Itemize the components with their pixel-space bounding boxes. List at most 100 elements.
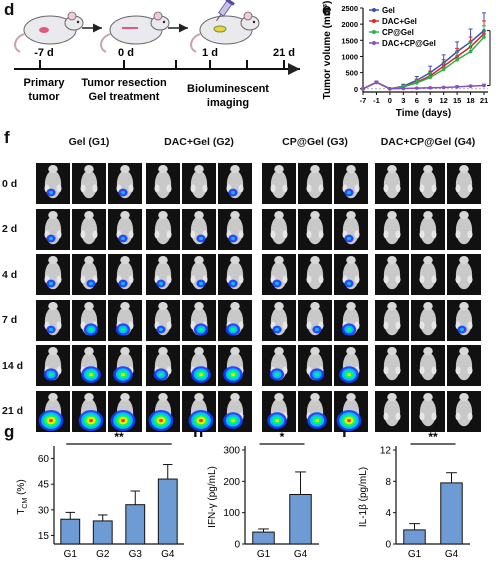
mouse-paw — [282, 275, 288, 284]
signal-blob — [231, 281, 235, 286]
day-label: 2 d — [2, 223, 18, 235]
mouse-silhouette-icon — [419, 256, 437, 290]
mouse-head — [230, 256, 240, 265]
mouse-paw — [56, 275, 62, 284]
mouse-body — [419, 397, 437, 426]
y-tick-label: 15 — [38, 531, 50, 542]
signal-blob — [159, 372, 163, 377]
mouse-image — [108, 254, 142, 295]
mouse-body — [383, 261, 401, 290]
panel-label-e: e — [322, 0, 332, 19]
mouse-paw — [80, 229, 86, 238]
mouse-silhouette-icon — [226, 165, 244, 199]
mouse-silhouette-icon — [306, 165, 324, 199]
mouse-head — [84, 347, 94, 356]
il1b-bar-chart: 0 4 8 12 G1 G4 ** IL-1β (pg/mL) — [358, 430, 470, 560]
signal-blob — [49, 418, 53, 422]
mouse-paw — [166, 275, 172, 284]
mouse-image — [146, 208, 180, 250]
mouse-paw — [455, 229, 461, 238]
mouse-image — [36, 345, 70, 386]
mouse-icon — [190, 11, 260, 53]
mouse-head — [387, 347, 397, 356]
mouse-head — [346, 347, 356, 356]
mouse-silhouette-icon — [383, 256, 401, 290]
mouse-image — [375, 254, 409, 295]
mouse-paw — [166, 229, 172, 238]
day-label: 4 d — [2, 268, 18, 281]
day-label: 0 d — [2, 177, 18, 190]
mouse-silhouette-icon — [341, 301, 360, 336]
mouse-paw — [467, 229, 473, 238]
x-tick-label: -7 — [360, 96, 367, 105]
mouse-icon — [100, 11, 170, 53]
mouse-body — [455, 261, 473, 290]
y-tick-label: 0 — [385, 540, 391, 551]
bar — [440, 482, 463, 545]
mouse-silhouette-icon — [154, 256, 172, 290]
signal-blob — [315, 418, 319, 422]
mouse-head — [158, 165, 168, 174]
mouse-image — [146, 163, 180, 204]
signal-blob — [275, 372, 279, 377]
mouse-paw — [80, 275, 86, 284]
panel-label-i: i — [342, 422, 347, 441]
mouse-silhouette-icon — [225, 301, 244, 336]
mouse-paw — [238, 229, 244, 238]
mouse-head — [346, 256, 356, 265]
y-tick-label: 8 — [385, 477, 391, 488]
mouse-image — [72, 208, 106, 250]
mouse-image — [72, 254, 106, 295]
mouse-silhouette-icon — [154, 165, 172, 199]
mouse-silhouette-icon — [383, 210, 401, 244]
mouse-image — [146, 390, 180, 432]
mouse-silhouette-icon — [336, 392, 362, 431]
signal-blob — [121, 418, 125, 422]
y-tick-label: 2500 — [341, 4, 358, 13]
mouse-silhouette-icon — [148, 392, 174, 431]
mouse-head — [274, 347, 284, 356]
mouse-paw — [383, 184, 389, 193]
mouse-silhouette-icon — [383, 301, 401, 335]
mouse-body — [306, 261, 324, 290]
mouse-silhouette-icon — [226, 256, 244, 290]
group-title: Gel (G1) — [68, 136, 110, 148]
data-point — [455, 57, 459, 62]
mouse-paw — [383, 411, 389, 420]
category-label: G2 — [96, 549, 110, 560]
data-point — [468, 84, 473, 88]
signal-blob — [231, 236, 235, 240]
mouse-paw — [467, 411, 473, 420]
group-title: DAC+Gel (G2) — [164, 136, 234, 148]
mouse-image — [36, 390, 70, 432]
signal-blob — [315, 327, 319, 331]
signal-blob — [159, 281, 163, 286]
mouse-head — [274, 392, 284, 401]
mouse-silhouette-icon — [342, 165, 360, 199]
mouse-body — [383, 352, 401, 381]
mouse-silhouette-icon — [419, 392, 437, 426]
y-tick-label: 12 — [380, 446, 392, 457]
mouse-head — [194, 256, 204, 265]
y-tick-label: 60 — [38, 454, 50, 465]
mouse-silhouette-icon — [419, 347, 437, 381]
mouse-image — [334, 345, 368, 386]
mouse-silhouette-icon — [115, 301, 134, 336]
mouse-silhouette-icon — [455, 256, 473, 290]
mouse-head — [387, 392, 397, 401]
mouse-silhouette-icon — [190, 301, 209, 336]
mouse-image — [72, 345, 106, 386]
day-label: 14 d — [2, 359, 24, 372]
mouse-image — [108, 345, 142, 386]
mouse-head — [310, 392, 320, 401]
mouse-paw — [431, 411, 437, 420]
mouse-paw — [318, 184, 324, 193]
mouse-head — [120, 165, 130, 174]
mouse-image — [218, 254, 252, 295]
mouse-silhouette-icon — [110, 392, 136, 431]
signal-blob — [315, 372, 319, 377]
mouse-body — [419, 170, 437, 199]
mouse-paw — [383, 366, 389, 375]
mouse-image — [447, 163, 481, 204]
mouse-head — [459, 165, 469, 174]
